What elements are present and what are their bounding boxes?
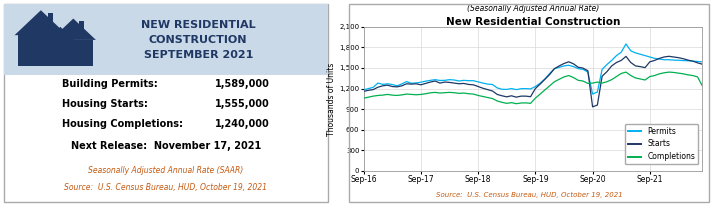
Text: Housing Starts:: Housing Starts: <box>62 99 148 109</box>
Text: 1,589,000: 1,589,000 <box>215 79 270 89</box>
Text: Housing Completions:: Housing Completions: <box>62 119 183 129</box>
Text: Source:  U.S. Census Bureau, HUD, October 19, 2021: Source: U.S. Census Bureau, HUD, October… <box>436 192 622 198</box>
Text: Source:  U.S. Census Bureau, HUD, October 19, 2021: Source: U.S. Census Bureau, HUD, October… <box>64 183 267 192</box>
Legend: Permits, Starts, Completions: Permits, Starts, Completions <box>625 124 699 164</box>
Text: 1,240,000: 1,240,000 <box>215 119 270 129</box>
FancyBboxPatch shape <box>4 4 328 202</box>
Polygon shape <box>41 27 79 45</box>
Y-axis label: Thousands of Units: Thousands of Units <box>327 62 337 136</box>
Bar <box>65 29 69 37</box>
Text: Next Release:  November 17, 2021: Next Release: November 17, 2021 <box>71 140 261 151</box>
Bar <box>44 45 76 66</box>
Title: New Residential Construction: New Residential Construction <box>446 17 620 27</box>
Bar <box>18 35 63 66</box>
Bar <box>54 40 93 66</box>
Text: Seasonally Adjusted Annual Rate (SAAR): Seasonally Adjusted Annual Rate (SAAR) <box>88 166 243 175</box>
Bar <box>48 13 53 25</box>
Bar <box>79 21 84 31</box>
Text: Building Permits:: Building Permits: <box>62 79 158 89</box>
Text: NEW RESIDENTIAL: NEW RESIDENTIAL <box>141 20 255 30</box>
Polygon shape <box>51 19 96 40</box>
Text: CONSTRUCTION: CONSTRUCTION <box>149 35 247 45</box>
FancyBboxPatch shape <box>4 4 328 75</box>
Text: (Seasonally Adjusted Annual Rate): (Seasonally Adjusted Annual Rate) <box>467 4 599 13</box>
Polygon shape <box>14 10 67 35</box>
Text: 1,555,000: 1,555,000 <box>215 99 270 109</box>
Text: SEPTEMBER 2021: SEPTEMBER 2021 <box>143 50 253 60</box>
